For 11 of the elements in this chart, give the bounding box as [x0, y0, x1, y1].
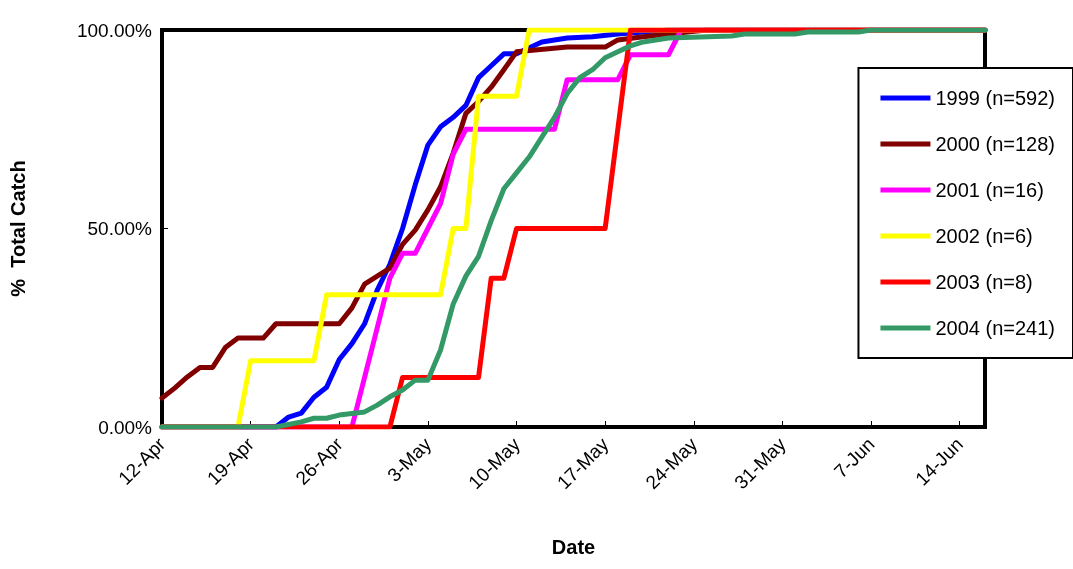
legend-label: 2004 (n=241) — [935, 317, 1056, 339]
legend-label: 2001 (n=16) — [935, 179, 1044, 201]
legend-label: 2002 (n=6) — [935, 225, 1033, 247]
x-axis-title: Date — [551, 536, 596, 558]
legend-label: 2003 (n=8) — [935, 271, 1033, 293]
y-tick-label: 100.00% — [76, 19, 153, 41]
y-axis-title: % Total Catch — [7, 160, 29, 297]
legend-label: 2000 (n=128) — [935, 133, 1056, 155]
legend-label: 1999 (n=592) — [935, 87, 1056, 109]
y-tick-label: 0.00% — [98, 416, 153, 438]
y-tick-label: 50.00% — [87, 218, 153, 239]
